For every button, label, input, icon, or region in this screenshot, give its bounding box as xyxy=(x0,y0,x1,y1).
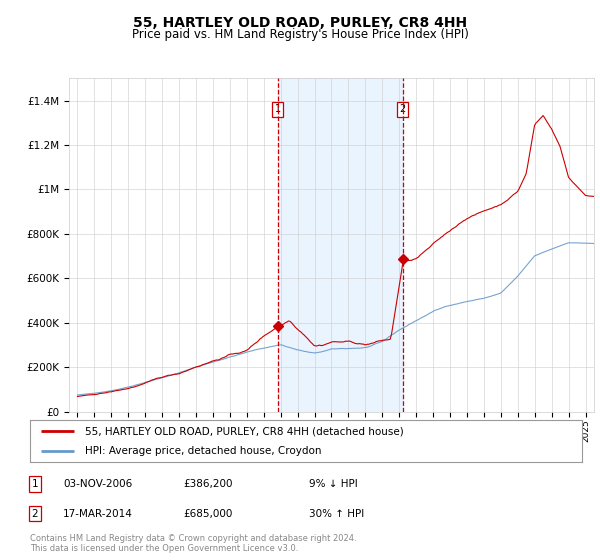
Text: £386,200: £386,200 xyxy=(183,479,233,489)
Text: 30% ↑ HPI: 30% ↑ HPI xyxy=(309,508,364,519)
Text: 2: 2 xyxy=(31,508,38,519)
Text: HPI: Average price, detached house, Croydon: HPI: Average price, detached house, Croy… xyxy=(85,446,322,456)
Text: Contains HM Land Registry data © Crown copyright and database right 2024.: Contains HM Land Registry data © Crown c… xyxy=(30,534,356,543)
Text: This data is licensed under the Open Government Licence v3.0.: This data is licensed under the Open Gov… xyxy=(30,544,298,553)
Text: 03-NOV-2006: 03-NOV-2006 xyxy=(63,479,132,489)
Text: 17-MAR-2014: 17-MAR-2014 xyxy=(63,508,133,519)
Text: £685,000: £685,000 xyxy=(183,508,232,519)
Bar xyxy=(278,78,403,412)
Text: 55, HARTLEY OLD ROAD, PURLEY, CR8 4HH (detached house): 55, HARTLEY OLD ROAD, PURLEY, CR8 4HH (d… xyxy=(85,426,404,436)
Text: 1: 1 xyxy=(275,105,281,114)
Text: 9% ↓ HPI: 9% ↓ HPI xyxy=(309,479,358,489)
Text: 1: 1 xyxy=(31,479,38,489)
Text: 2: 2 xyxy=(400,105,406,114)
Text: Price paid vs. HM Land Registry's House Price Index (HPI): Price paid vs. HM Land Registry's House … xyxy=(131,28,469,41)
Text: 55, HARTLEY OLD ROAD, PURLEY, CR8 4HH: 55, HARTLEY OLD ROAD, PURLEY, CR8 4HH xyxy=(133,16,467,30)
